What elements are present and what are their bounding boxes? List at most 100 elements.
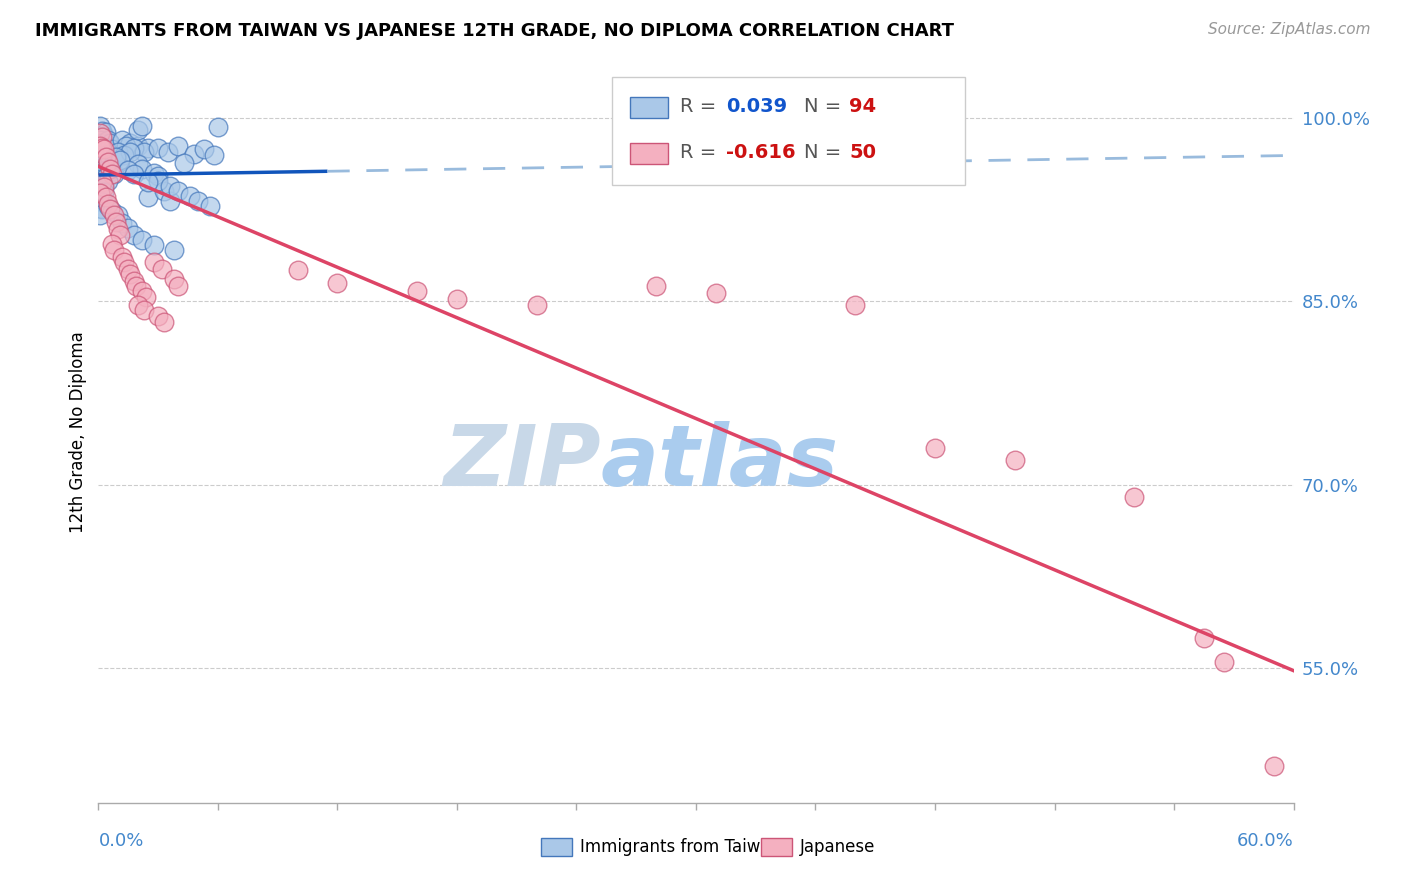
Point [111, 132, 134, 146]
Point [134, 302, 156, 317]
Text: Source: ZipAtlas.com: Source: ZipAtlas.com [1208, 22, 1371, 37]
Point [131, 161, 153, 176]
Point [111, 216, 134, 230]
Point [89, 186, 111, 201]
Point [89, 150, 111, 164]
Text: 94: 94 [849, 97, 876, 116]
Point [91, 136, 114, 151]
Point [91, 175, 114, 189]
Point [91, 194, 114, 209]
Point [107, 145, 129, 159]
Point [107, 222, 129, 236]
Point [89, 171, 111, 186]
Point [112, 255, 135, 269]
Point [105, 214, 128, 228]
Point [202, 148, 225, 162]
Point [103, 208, 125, 222]
Point [844, 298, 866, 312]
Point [157, 145, 180, 159]
Point [93, 128, 115, 143]
Point [134, 145, 156, 159]
Text: R =: R = [681, 97, 723, 116]
Point [148, 169, 170, 184]
Point [91, 151, 114, 165]
Point [93, 185, 115, 199]
Point [89, 138, 111, 153]
Point [446, 292, 468, 306]
Point [127, 138, 149, 153]
Point [93, 142, 115, 156]
Point [103, 150, 125, 164]
Point [91, 202, 114, 217]
Point [91, 158, 114, 172]
Point [173, 155, 195, 169]
Point [89, 179, 111, 194]
Point [143, 237, 166, 252]
Point [89, 157, 111, 171]
Point [91, 180, 114, 194]
Point [91, 141, 114, 155]
Point [131, 233, 153, 247]
Text: R =: R = [681, 144, 723, 162]
Point [103, 167, 125, 181]
Point [98, 161, 122, 176]
FancyBboxPatch shape [761, 838, 792, 856]
Point [97, 197, 120, 211]
Point [91, 173, 114, 187]
Text: N =: N = [804, 97, 846, 116]
Point [117, 163, 139, 178]
Point [91, 165, 114, 179]
Point [101, 142, 124, 156]
Y-axis label: 12th Grade, No Diploma: 12th Grade, No Diploma [69, 332, 87, 533]
Point [98, 202, 122, 217]
Point [112, 148, 135, 162]
Point [136, 141, 159, 155]
Point [167, 184, 190, 198]
Point [89, 186, 111, 201]
Point [150, 262, 173, 277]
Point [91, 124, 114, 138]
Point [96, 125, 118, 139]
Point [97, 147, 120, 161]
Point [131, 119, 153, 133]
Point [111, 250, 134, 264]
Point [136, 190, 159, 204]
Point [127, 298, 149, 312]
Point [89, 208, 111, 222]
Point [645, 279, 668, 293]
Point [1192, 631, 1215, 645]
Text: 0.039: 0.039 [725, 97, 787, 116]
Point [120, 136, 142, 151]
Point [101, 167, 124, 181]
Point [163, 272, 186, 286]
Point [110, 227, 132, 242]
Point [198, 199, 221, 213]
Point [159, 194, 181, 208]
Text: IMMIGRANTS FROM TAIWAN VS JAPANESE 12TH GRADE, NO DIPLOMA CORRELATION CHART: IMMIGRANTS FROM TAIWAN VS JAPANESE 12TH … [35, 22, 955, 40]
Point [101, 236, 124, 251]
Text: atlas: atlas [600, 421, 838, 504]
Point [93, 152, 115, 166]
Point [89, 141, 111, 155]
Point [1263, 759, 1285, 773]
Point [97, 174, 120, 188]
FancyBboxPatch shape [541, 838, 572, 856]
Text: Immigrants from Taiwan: Immigrants from Taiwan [581, 838, 782, 856]
Point [96, 163, 118, 178]
Point [96, 150, 118, 164]
Point [93, 145, 115, 159]
Point [159, 179, 181, 194]
Text: N =: N = [804, 144, 846, 162]
Point [103, 243, 125, 257]
Point [136, 175, 159, 189]
Point [326, 276, 349, 290]
Point [97, 154, 120, 169]
FancyBboxPatch shape [630, 143, 668, 164]
Point [125, 279, 148, 293]
Point [1212, 655, 1234, 669]
Point [207, 120, 229, 135]
Point [117, 220, 139, 235]
Point [93, 160, 115, 174]
Text: -0.616: -0.616 [725, 144, 796, 162]
Point [167, 279, 190, 293]
